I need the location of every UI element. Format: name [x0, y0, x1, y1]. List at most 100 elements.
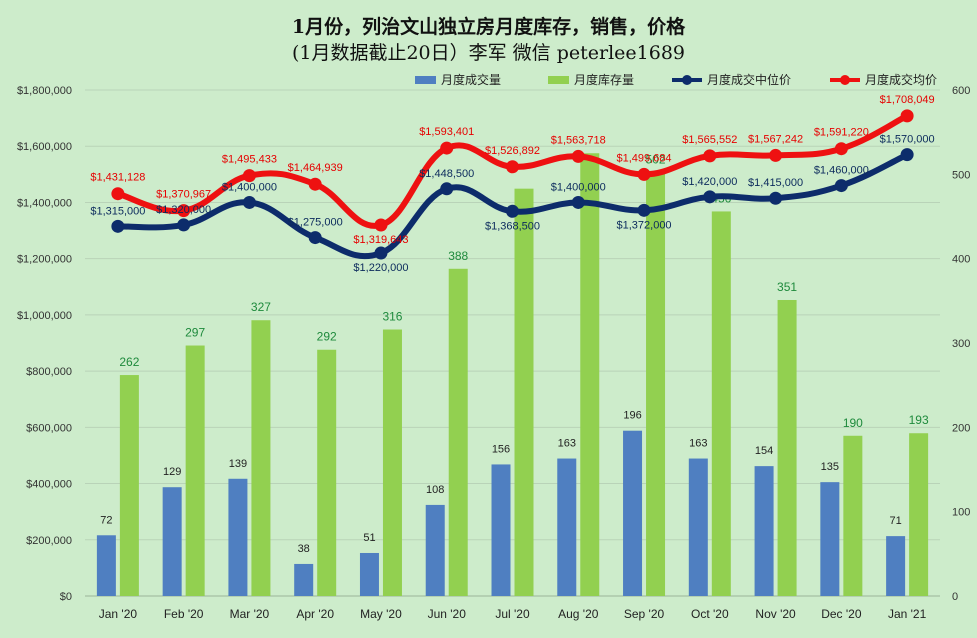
legend-swatch — [415, 76, 436, 84]
chart-subtitle: (1月数据截止20日）李军 微信 peterlee1689 — [291, 42, 686, 64]
data-label-median: $1,372,000 — [617, 219, 672, 231]
data-label-average: $1,495,433 — [222, 154, 277, 166]
point-median-price — [242, 195, 256, 209]
x-tick-label: Sep '20 — [624, 607, 665, 621]
data-label-inventory: 316 — [382, 310, 402, 324]
data-label-average: $1,563,718 — [551, 134, 606, 146]
data-label-volume: 156 — [492, 443, 510, 455]
bar-volume — [96, 535, 116, 596]
left-tick-label: $1,200,000 — [17, 254, 72, 266]
point-average-price — [440, 141, 454, 155]
bar-inventory — [711, 211, 731, 596]
point-average-price — [769, 148, 783, 162]
data-label-average: $1,708,049 — [880, 94, 935, 106]
left-tick-label: $600,000 — [26, 422, 72, 434]
left-tick-label: $0 — [60, 591, 72, 603]
data-label-volume: 108 — [426, 484, 444, 496]
data-label-median: $1,415,000 — [748, 177, 803, 189]
bar-volume — [886, 536, 906, 596]
bar-inventory — [317, 349, 337, 596]
point-median-price — [834, 179, 848, 193]
point-average-price — [834, 142, 848, 156]
data-label-volume: 139 — [229, 458, 247, 470]
point-average-price — [506, 160, 519, 174]
left-tick-label: $800,000 — [26, 366, 72, 378]
data-label-median: $1,460,000 — [814, 165, 869, 177]
data-label-volume: 129 — [163, 466, 181, 478]
point-median-price — [177, 218, 191, 232]
bar-inventory — [843, 435, 863, 596]
data-label-volume: 72 — [100, 514, 112, 526]
data-label-average: $1,431,128 — [90, 172, 145, 184]
point-median-price — [769, 191, 783, 205]
x-tick-label: Jan '21 — [888, 607, 927, 621]
point-median-price — [637, 203, 651, 217]
legend-marker — [682, 75, 692, 85]
point-median-price — [900, 148, 914, 162]
data-label-average: $1,565,552 — [682, 134, 737, 146]
x-tick-label: Feb '20 — [164, 607, 204, 621]
data-label-volume: 196 — [623, 410, 641, 422]
data-label-average: $1,526,892 — [485, 145, 540, 157]
data-label-median: $1,275,000 — [288, 217, 343, 229]
x-tick-label: Jun '20 — [428, 607, 467, 621]
bar-volume — [228, 478, 248, 596]
bar-volume — [754, 466, 774, 596]
bar-volume — [557, 458, 577, 596]
bar-inventory — [580, 153, 600, 596]
bar-inventory — [909, 433, 929, 596]
data-label-volume: 154 — [755, 445, 773, 457]
x-tick-label: Jul '20 — [495, 607, 530, 621]
bar-volume — [359, 552, 379, 596]
point-average-price — [374, 218, 388, 232]
data-label-volume: 163 — [689, 438, 707, 450]
legend-label: 月度成交均价 — [865, 72, 937, 87]
right-tick-label: 100 — [952, 507, 970, 519]
point-average-price — [571, 149, 585, 163]
x-tick-label: Nov '20 — [755, 607, 796, 621]
data-label-volume: 135 — [821, 461, 839, 473]
data-label-inventory: 297 — [185, 326, 205, 340]
x-tick-label: May '20 — [360, 607, 402, 621]
data-label-inventory: 262 — [119, 355, 139, 369]
legend-marker — [840, 75, 850, 85]
x-tick-label: Mar '20 — [230, 607, 270, 621]
x-tick-label: Dec '20 — [821, 607, 862, 621]
data-label-inventory: 388 — [448, 249, 468, 263]
data-label-average: $1,499,684 — [617, 152, 672, 164]
point-median-price — [374, 246, 388, 260]
chart-title: 1月份，列治文山独立房月度库存，销售，价格 — [291, 16, 686, 38]
bar-volume — [820, 482, 840, 596]
data-label-inventory: 502 — [646, 153, 666, 167]
bar-volume — [294, 563, 314, 596]
right-tick-label: 300 — [952, 338, 970, 350]
legend-label: 月度成交中位价 — [707, 72, 791, 87]
data-label-median: $1,420,000 — [682, 176, 737, 188]
right-tick-label: 500 — [952, 169, 970, 181]
data-label-median: $1,570,000 — [880, 134, 935, 146]
data-label-average: $1,591,220 — [814, 127, 869, 139]
data-label-average: $1,593,401 — [419, 126, 474, 138]
bar-inventory — [646, 172, 666, 596]
data-label-volume: 51 — [363, 532, 375, 544]
data-label-median: $1,320,000 — [156, 204, 211, 216]
x-tick-label: Jan '20 — [99, 607, 138, 621]
data-label-average: $1,319,643 — [353, 234, 408, 246]
point-median-price — [440, 182, 454, 196]
bar-volume — [425, 504, 445, 596]
bar-inventory — [119, 375, 139, 596]
point-median-price — [571, 195, 585, 209]
point-average-price — [637, 167, 651, 181]
left-tick-label: $400,000 — [26, 479, 72, 491]
point-average-price — [242, 169, 256, 183]
data-label-inventory: 190 — [843, 416, 863, 430]
right-tick-label: 0 — [952, 591, 958, 603]
left-tick-label: $200,000 — [26, 535, 72, 547]
bar-inventory — [777, 299, 797, 596]
bar-volume — [162, 487, 182, 596]
data-label-average: $1,567,242 — [748, 133, 803, 145]
point-average-price — [308, 177, 322, 191]
data-label-average: $1,464,939 — [288, 162, 343, 174]
